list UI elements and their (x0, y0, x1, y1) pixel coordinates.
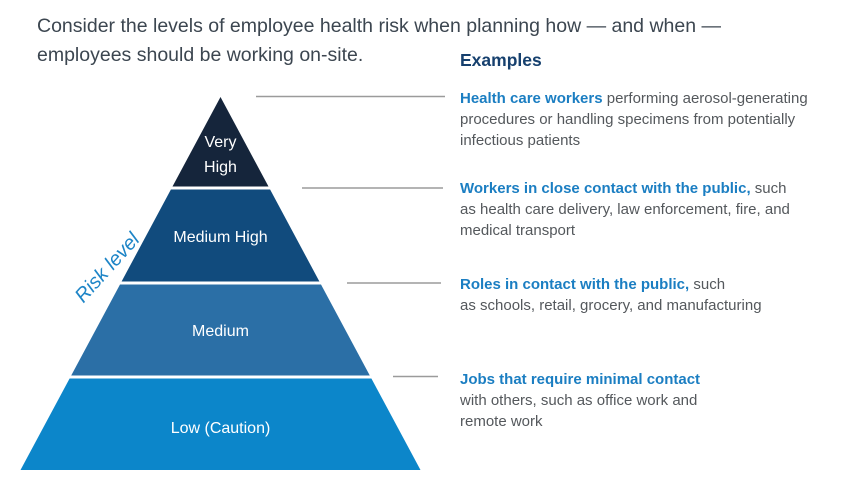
example-line: remote work (460, 413, 543, 430)
pyramid-level-medium-high (121, 189, 320, 282)
examples-heading: Examples (460, 50, 542, 70)
example-item-very-high: Health care workers performing aerosol-g… (460, 88, 853, 151)
example-line: medical transport (460, 222, 576, 239)
example-line: Roles in contact with the public, such (460, 274, 853, 295)
example-line: with others, such as office work and (460, 392, 698, 409)
example-tail: such (750, 180, 787, 197)
pyramid-level-very-high (172, 97, 269, 187)
example-lead: Workers in close contact with the public… (460, 180, 751, 197)
example-line: infectious patients (460, 132, 581, 149)
example-tail: such (689, 276, 726, 293)
example-item-low: Jobs that require minimal contact with o… (460, 369, 853, 432)
pyramid-level-low (20, 378, 421, 470)
example-item-medium: Roles in contact with the public, such a… (460, 274, 853, 316)
example-line: Jobs that require minimal contact (460, 369, 853, 390)
page-title: Consider the levels of employee health r… (37, 15, 721, 66)
example-line: as schools, retail, grocery, and manufac… (460, 297, 762, 314)
level-label-medium-high: Medium High (173, 229, 267, 246)
pyramid-level-medium (71, 284, 370, 376)
example-lead: Health care workers (460, 90, 603, 107)
example-lead: Roles in contact with the public, (460, 276, 690, 293)
example-tail: performing aerosol-generating (602, 90, 808, 107)
level-label-medium: Medium (192, 323, 249, 340)
example-lead: Jobs that require minimal contact (460, 371, 701, 388)
example-line: Workers in close contact with the public… (460, 178, 853, 199)
level-label-very-high-line1: Very (204, 134, 236, 151)
example-line: as health care delivery, law enforcement… (460, 201, 790, 218)
example-item-medium-high: Workers in close contact with the public… (460, 178, 853, 241)
example-line: Health care workers performing aerosol-g… (460, 88, 853, 109)
level-label-very-high-line2: High (204, 159, 237, 176)
example-line: procedures or handling specimens from po… (460, 111, 796, 128)
level-label-low: Low (Caution) (171, 420, 271, 437)
